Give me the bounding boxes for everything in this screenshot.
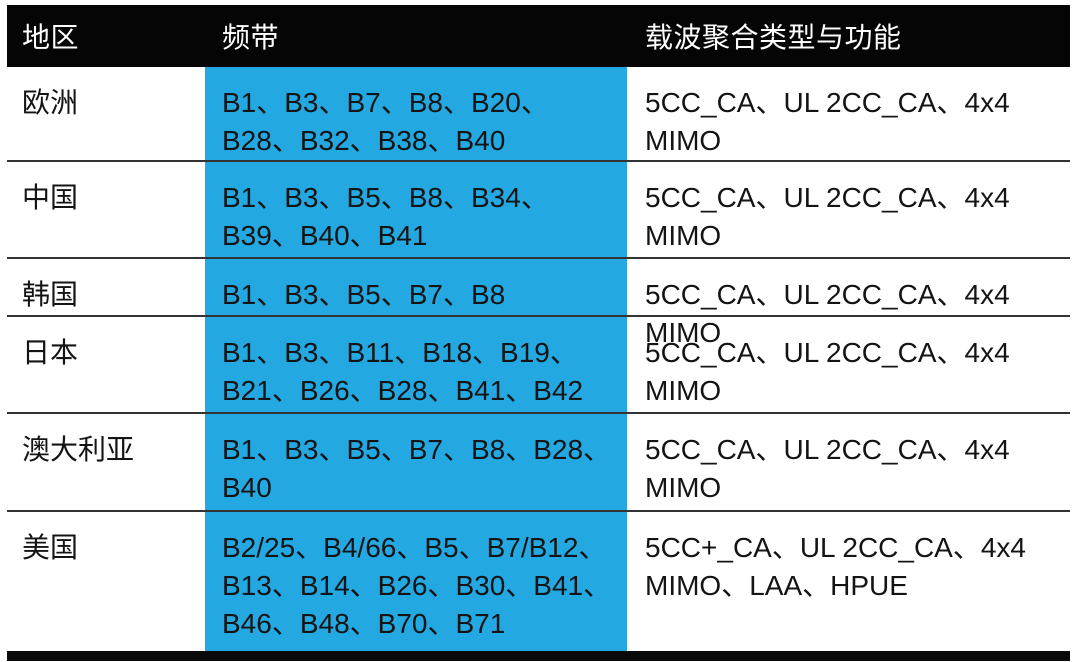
bands-cell: B2/25、B4/66、B5、B7/B12、 B13、B14、B26、B30、B…	[205, 512, 627, 651]
bands-cell: B1、B3、B5、B8、B34、 B39、B40、B41	[205, 162, 627, 257]
band-support-table: 地区 频带 载波聚合类型与功能 欧洲 B1、B3、B7、B8、B20、 B28、…	[7, 5, 1070, 661]
region-cell: 澳大利亚	[22, 434, 135, 465]
header-cell-region: 地区	[22, 22, 80, 53]
region-cell: 欧洲	[22, 87, 79, 118]
ca-cell: 5CC_CA、UL 2CC_CA、4x4 MIMO	[645, 337, 1010, 406]
table-row-china: 中国 B1、B3、B5、B8、B34、 B39、B40、B41 5CC_CA、U…	[7, 160, 1070, 257]
table-bottom-border	[7, 651, 1070, 661]
ca-cell: 5CC_CA、UL 2CC_CA、4x4 MIMO	[645, 182, 1010, 251]
ca-cell: 5CC_CA、UL 2CC_CA、4x4 MIMO	[645, 87, 1010, 156]
table-row-japan: 日本 B1、B3、B11、B18、B19、 B21、B26、B28、B41、B4…	[7, 315, 1070, 412]
table-row-usa: 美国 B2/25、B4/66、B5、B7/B12、 B13、B14、B26、B3…	[7, 510, 1070, 651]
header-cell-ca: 载波聚合类型与功能	[645, 22, 902, 53]
bands-cell: B1、B3、B11、B18、B19、 B21、B26、B28、B41、B42	[205, 317, 627, 412]
table-row-europe: 欧洲 B1、B3、B7、B8、B20、 B28、B32、B38、B40 5CC_…	[7, 67, 1070, 160]
region-cell: 中国	[22, 182, 79, 213]
header-cell-bands: 频带	[222, 22, 280, 53]
ca-cell: 5CC+_CA、UL 2CC_CA、4x4 MIMO、LAA、HPUE	[645, 532, 1026, 601]
region-cell: 日本	[22, 337, 79, 368]
table-row-korea: 韩国 B1、B3、B5、B7、B8 5CC_CA、UL 2CC_CA、4x4 M…	[7, 257, 1070, 348]
table-row-australia: 澳大利亚 B1、B3、B5、B7、B8、B28、 B40 5CC_CA、UL 2…	[7, 412, 1070, 510]
region-cell: 韩国	[22, 279, 79, 310]
bands-cell: B1、B3、B5、B7、B8、B28、 B40	[205, 414, 627, 510]
bands-cell: B1、B3、B7、B8、B20、 B28、B32、B38、B40	[205, 67, 627, 160]
ca-cell: 5CC_CA、UL 2CC_CA、4x4 MIMO	[645, 434, 1010, 503]
region-cell: 美国	[22, 532, 79, 563]
bands-cell: B1、B3、B5、B7、B8	[205, 259, 627, 315]
table-header-row: 地区 频带 载波聚合类型与功能	[7, 5, 1070, 67]
ca-cell: 5CC_CA、UL 2CC_CA、4x4 MIMO	[645, 279, 1010, 348]
